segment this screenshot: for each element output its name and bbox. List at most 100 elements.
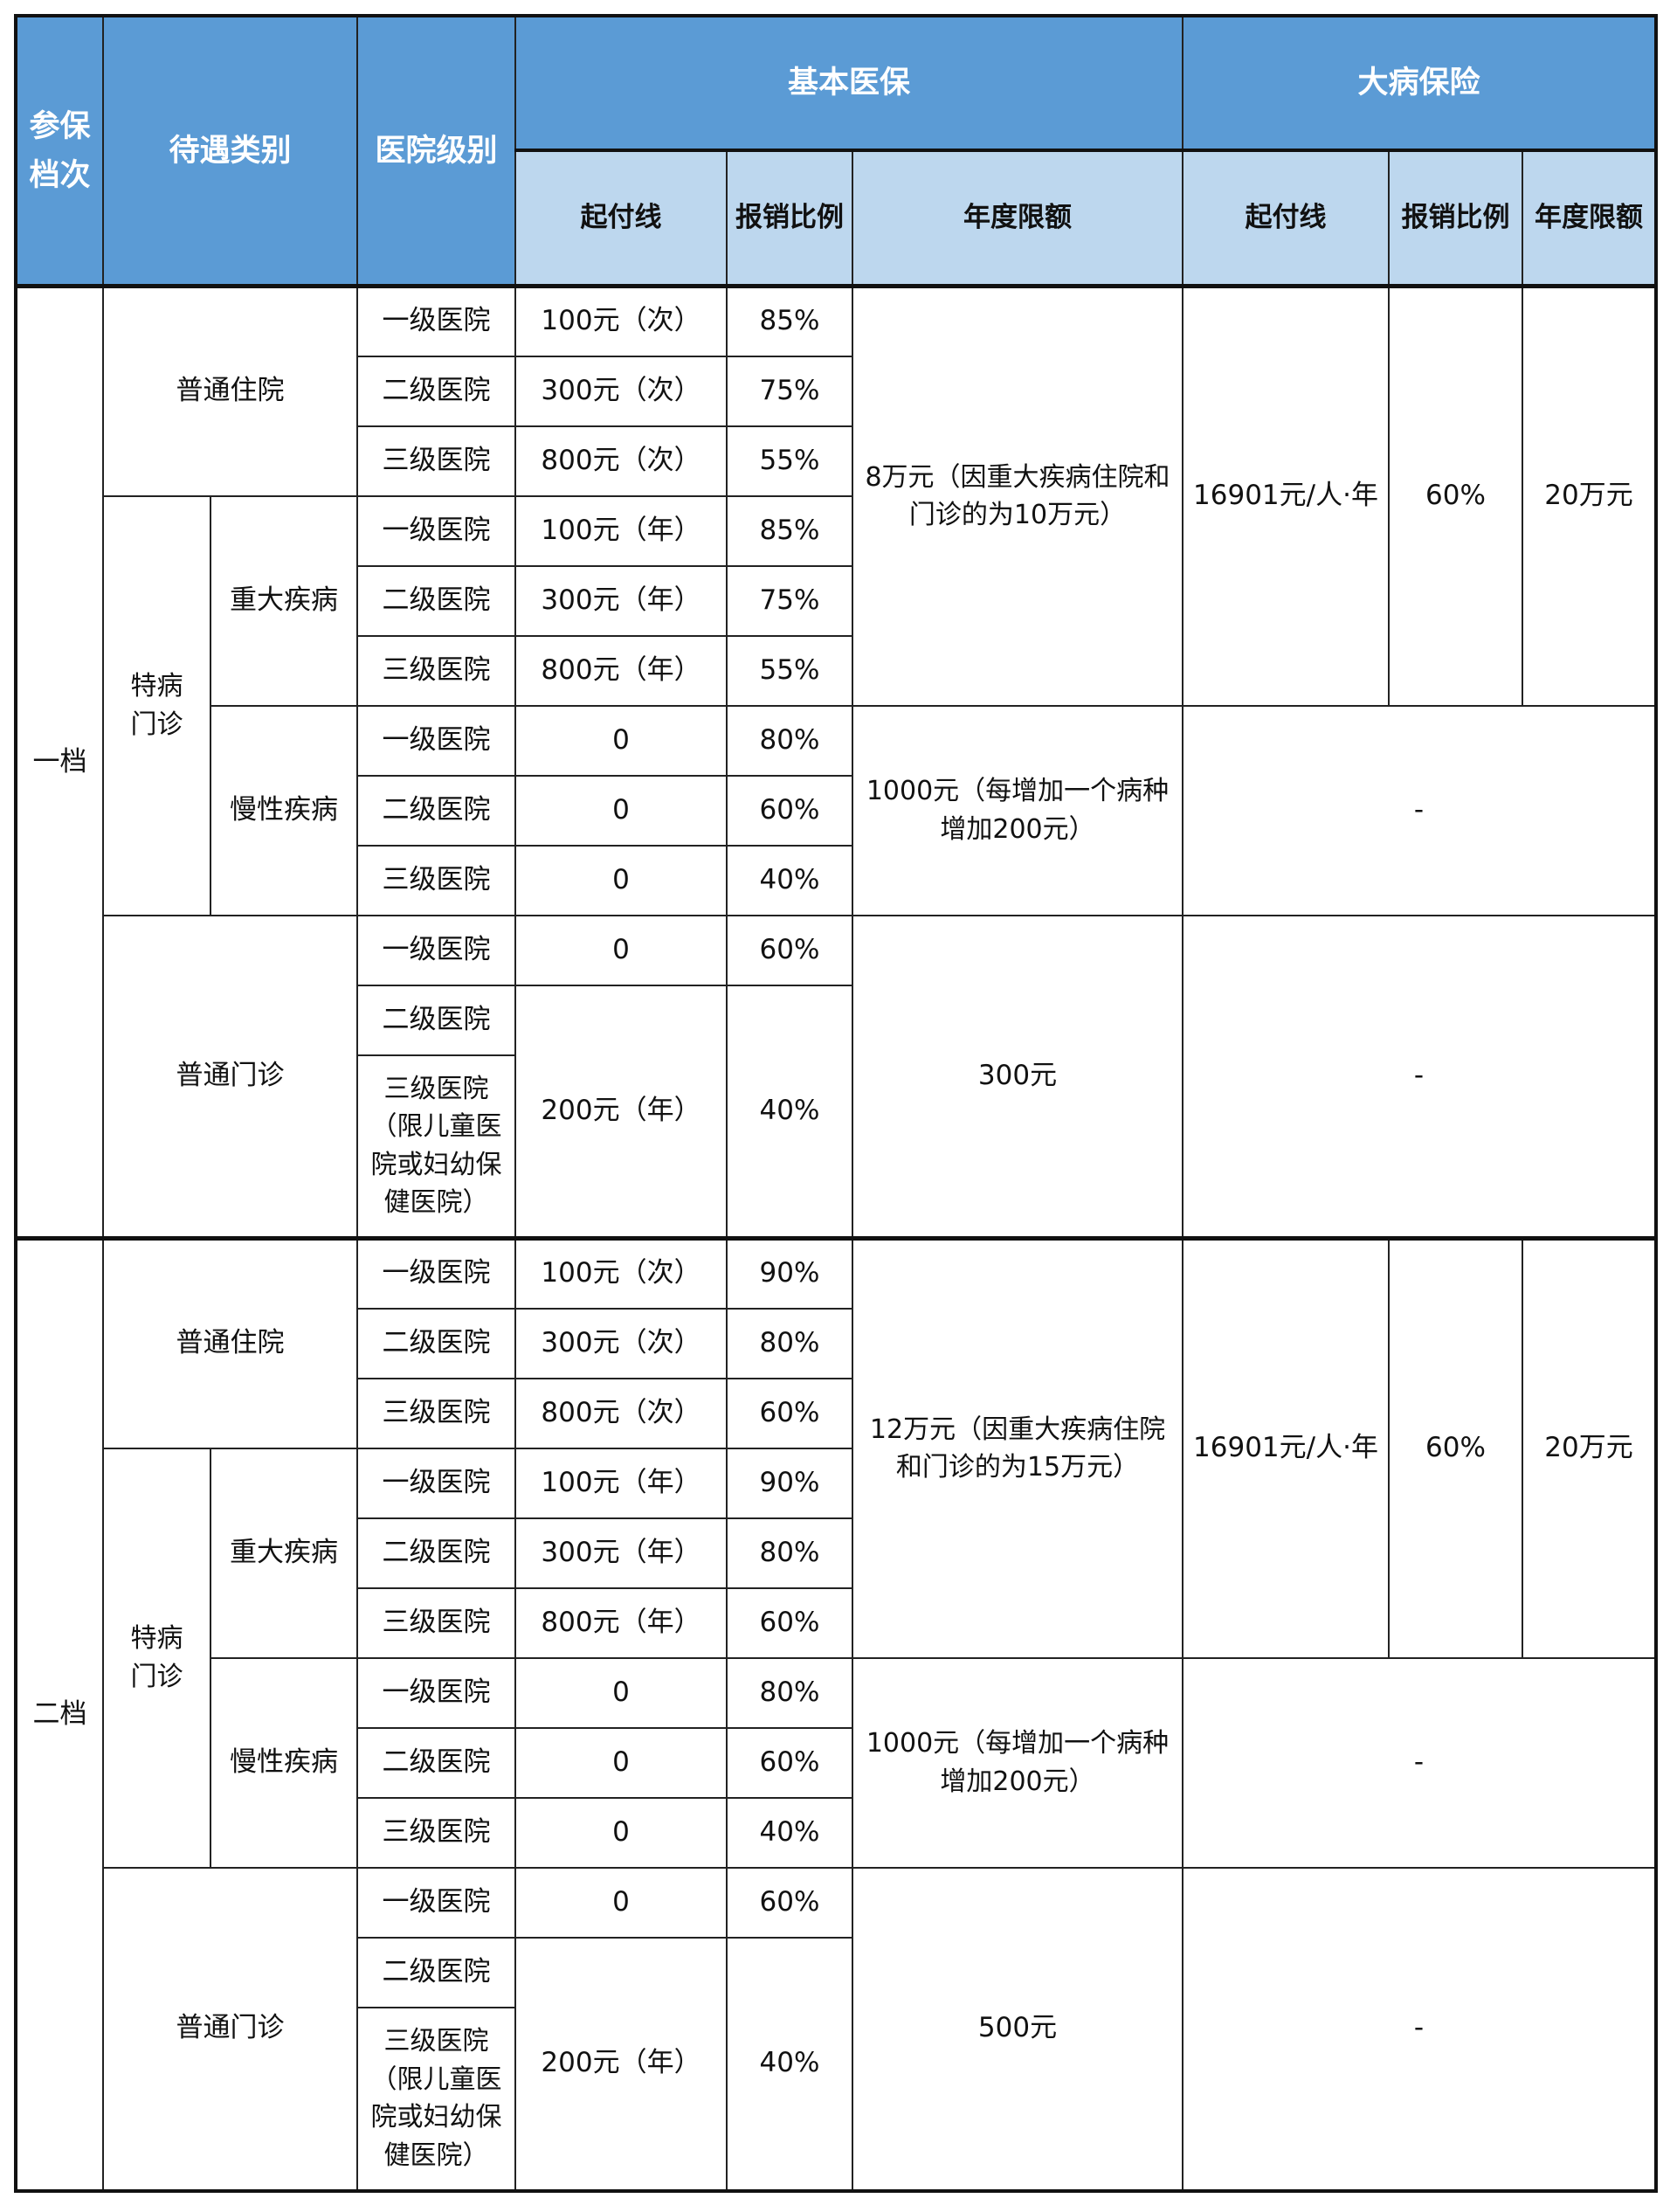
insurance-benefits-table: 参保档次 待遇类别 医院级别 基本医保 大病保险 起付线 报销比例 年度限额 起…: [14, 14, 1658, 2193]
table-row: 二级医院 200元（年） 40%: [16, 984, 1656, 1240]
hospital-level: 一级医院: [356, 1866, 516, 1939]
critical-deductible: 16901元/人·年: [1182, 1236, 1390, 1659]
hospital-level: 三级医院（限儿童医院或妇幼保健医院）: [356, 2006, 516, 2192]
hospital-level: 二级医院: [356, 774, 516, 847]
deductible: 300元（次）: [514, 1307, 728, 1379]
table-row: 二级医院 200元（年） 40%: [16, 1936, 1656, 2192]
deductible: 300元（年）: [514, 1517, 728, 1589]
reimbursement-ratio: 90%: [726, 1447, 853, 1519]
critical-annual-limit: 20万元: [1522, 284, 1657, 707]
table-row: 二档 普通住院 一级医院 100元（次） 90% 12万元（因重大疾病住院和门诊的为15万…: [15, 1236, 1657, 2192]
table-row: 三级医院 0 40%: [16, 844, 1656, 916]
category-major-disease: 重大疾病: [210, 494, 358, 707]
hospital-level: 一级医院: [356, 284, 516, 357]
category-chronic-disease: 慢性疾病: [210, 704, 358, 916]
header-basic-insurance: 基本医保: [514, 15, 1183, 151]
deductible: 0: [514, 1796, 728, 1869]
hospital-level: 二级医院: [356, 1936, 516, 2008]
category-inpatient: 普通住院: [102, 1236, 358, 1449]
reimbursement-ratio: 60%: [726, 1866, 853, 1939]
chronic-critical-na: -: [1182, 704, 1657, 916]
reimbursement-ratio: 75%: [726, 355, 853, 427]
table-row: 三级医院 800元（次） 55%: [16, 425, 1656, 497]
table-row: 普通门诊 一级医院 0 60% 500元 -: [16, 1866, 1657, 2192]
deductible: 0: [514, 1726, 728, 1799]
deductible: 800元（年）: [514, 634, 728, 707]
hospital-level: 三级医院: [356, 1586, 516, 1659]
outpatient-annual-limit: 500元: [852, 1866, 1183, 2192]
reimbursement-ratio: 60%: [726, 774, 853, 847]
deductible: 300元（年）: [514, 564, 728, 637]
category-general-outpatient: 普通门诊: [102, 914, 358, 1240]
table-row: 三级医院 0 40%: [16, 1796, 1656, 1869]
deductible: 0: [514, 774, 728, 847]
table-row: 特病门诊 重大疾病 一级医院 100元（年） 85%: [16, 494, 1656, 916]
reimbursement-ratio: 60%: [726, 1726, 853, 1799]
hospital-level: 一级医院: [356, 1656, 516, 1729]
chronic-annual-limit: 1000元（每增加一个病种增加200元）: [852, 1656, 1183, 1869]
table-row: 三级医院 800元（年） 55%: [16, 634, 1656, 707]
table-row: 普通门诊 一级医院 0 60% 300元 -: [16, 914, 1657, 1240]
deductible: 200元（年）: [514, 1936, 728, 2192]
outpatient-annual-limit: 300元: [852, 914, 1183, 1240]
basic-annual-limit: 12万元（因重大疾病住院和门诊的为15万元）: [852, 1236, 1183, 1659]
hospital-level: 一级医院: [356, 494, 516, 567]
hospital-level: 三级医院: [356, 1377, 516, 1449]
reimbursement-ratio: 60%: [726, 1586, 853, 1659]
hospital-level: 三级医院: [356, 844, 516, 916]
deductible: 100元（年）: [514, 1447, 728, 1519]
category-major-disease: 重大疾病: [210, 1447, 358, 1659]
deductible: 0: [514, 704, 728, 777]
table-row: 二级医院 300元（次） 80%: [16, 1307, 1656, 1379]
header-critical-ratio: 报销比例: [1388, 149, 1523, 288]
reimbursement-ratio: 40%: [726, 984, 853, 1240]
table-row: 三级医院 800元（次） 60%: [16, 1377, 1656, 1449]
reimbursement-ratio: 40%: [726, 1936, 853, 2192]
table-row: 二级医院 0 60%: [16, 1726, 1656, 1799]
hospital-level: 一级医院: [356, 1447, 516, 1519]
header-critical-insurance: 大病保险: [1182, 15, 1657, 151]
table-row: 三级医院 800元（年） 60%: [16, 1586, 1656, 1659]
reimbursement-ratio: 40%: [726, 1796, 853, 1869]
hospital-level: 三级医院（限儿童医院或妇幼保健医院）: [356, 1054, 516, 1240]
table-row: 二级医院 300元（次） 75%: [16, 355, 1656, 427]
hospital-level: 二级医院: [356, 984, 516, 1056]
table-row: 二级医院 300元（年） 75%: [16, 564, 1656, 637]
deductible: 100元（年）: [514, 494, 728, 567]
critical-ratio: 60%: [1388, 1236, 1523, 1659]
table-row: 三级医院（限儿童医院或妇幼保健医院）: [16, 1054, 1656, 1240]
reimbursement-ratio: 90%: [726, 1236, 853, 1310]
deductible: 0: [514, 1866, 728, 1939]
header-basic-annual-limit: 年度限额: [852, 149, 1183, 288]
reimbursement-ratio: 85%: [726, 494, 853, 567]
reimbursement-ratio: 75%: [726, 564, 853, 637]
deductible: 300元（次）: [514, 355, 728, 427]
header-critical-deductible: 起付线: [1182, 149, 1390, 288]
reimbursement-ratio: 85%: [726, 284, 853, 357]
reimbursement-ratio: 60%: [726, 914, 853, 986]
reimbursement-ratio: 40%: [726, 844, 853, 916]
hospital-level: 三级医院: [356, 425, 516, 497]
hospital-level: 二级医院: [356, 355, 516, 427]
reimbursement-ratio: 60%: [726, 1377, 853, 1449]
table-row: 一档 普通住院 一级医院 100元（次） 85% 8万元（因重大疾病住院和门诊的为10万元…: [15, 284, 1657, 1240]
reimbursement-ratio: 80%: [726, 1656, 853, 1729]
deductible: 200元（年）: [514, 984, 728, 1240]
reimbursement-ratio: 80%: [726, 704, 853, 777]
reimbursement-ratio: 80%: [726, 1307, 853, 1379]
hospital-level: 三级医院: [356, 634, 516, 707]
header-tier: 参保档次: [15, 15, 104, 288]
tier-label: 二档: [15, 1236, 104, 2192]
hospital-level: 一级医院: [356, 704, 516, 777]
deductible: 100元（次）: [514, 1236, 728, 1310]
chronic-annual-limit: 1000元（每增加一个病种增加200元）: [852, 704, 1183, 916]
deductible: 800元（次）: [514, 1377, 728, 1449]
category-special-outpatient: 特病门诊: [102, 494, 211, 916]
table-row: 三级医院（限儿童医院或妇幼保健医院）: [16, 2006, 1656, 2192]
header-hospital-level: 医院级别: [356, 15, 516, 288]
deductible: 0: [514, 1656, 728, 1729]
deductible: 800元（年）: [514, 1586, 728, 1659]
hospital-level: 二级医院: [356, 1517, 516, 1589]
outpatient-critical-na: -: [1182, 1866, 1657, 2192]
hospital-level: 二级医院: [356, 1726, 516, 1799]
